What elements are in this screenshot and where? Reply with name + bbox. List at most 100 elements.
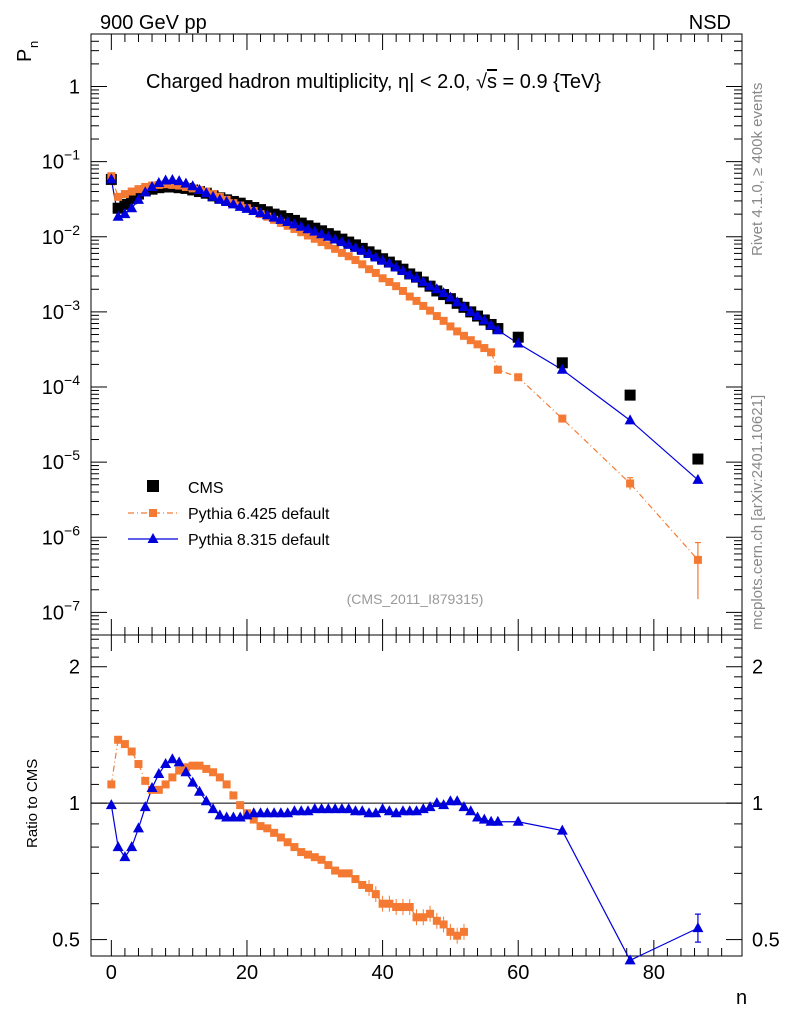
point-pythia6 [378, 274, 387, 283]
ratio-point-pythia6 [134, 760, 143, 769]
point-pythia6 [626, 479, 635, 488]
ratio-point-pythia6 [215, 773, 224, 782]
y-tick-label: 10−2 [42, 222, 80, 249]
ratio-point-pythia8 [173, 756, 185, 767]
point-cms [112, 202, 124, 214]
ratio-point-pythia8 [180, 766, 192, 777]
point-pythia8 [424, 280, 436, 291]
ratio-point-pythia6 [195, 761, 204, 770]
point-pythia6 [385, 277, 394, 286]
ratio-point-pythia8 [458, 801, 470, 812]
ratio-point-pythia6 [453, 931, 462, 940]
ratio-point-pythia6 [175, 766, 184, 775]
point-pythia8 [512, 337, 524, 348]
ratio-point-pythia6 [283, 838, 292, 847]
point-pythia8 [451, 296, 463, 307]
point-pythia6 [290, 224, 299, 233]
ratio-point-pythia6 [270, 828, 279, 837]
point-pythia8 [624, 414, 636, 425]
point-cms [512, 331, 524, 343]
point-pythia8 [255, 207, 267, 218]
x-tick-label: 60 [507, 962, 529, 984]
ratio-point-pythia6 [459, 927, 468, 936]
ratio-point-pythia6 [263, 824, 272, 833]
ratio-point-pythia6 [426, 909, 435, 918]
point-pythia6 [558, 414, 567, 423]
ratio-point-pythia6 [290, 843, 299, 852]
ratio-point-pythia6 [324, 861, 333, 870]
ratio-point-pythia8 [139, 801, 151, 812]
y-tick-label: 10−5 [42, 447, 80, 474]
ratio-point-pythia6 [385, 899, 394, 908]
y-tick-label: 10−1 [42, 147, 80, 174]
point-pythia6 [371, 268, 380, 277]
point-pythia8 [329, 233, 341, 244]
point-pythia8 [105, 173, 117, 184]
ratio-point-pythia8 [214, 809, 226, 820]
point-pythia8 [241, 202, 253, 213]
point-pythia8 [200, 187, 212, 198]
point-pythia8 [112, 210, 124, 221]
ratio-point-pythia8 [207, 803, 219, 814]
ratio-point-pythia6 [446, 927, 455, 936]
ratio-point-pythia8 [356, 805, 368, 816]
ratio-y-tick-label-right: 2 [752, 657, 763, 679]
point-pythia8 [390, 261, 402, 272]
point-pythia6 [317, 238, 326, 247]
y-tick-label: 1 [69, 77, 80, 99]
point-pythia8 [309, 225, 321, 236]
ratio-point-pythia8 [370, 807, 382, 818]
y-tick-label: 10−4 [42, 372, 80, 399]
point-pythia6 [365, 265, 374, 274]
x-tick-label: 20 [236, 962, 258, 984]
ratio-point-pythia6 [304, 850, 312, 859]
ratio-plot-frame [90, 634, 743, 957]
point-pythia8 [207, 190, 219, 201]
legend-item-pythia6: Pythia 6.425 default [128, 506, 330, 523]
ratio-point-pythia6 [344, 869, 353, 878]
point-pythia6 [134, 185, 143, 194]
point-pythia6 [405, 292, 414, 301]
ratio-point-pythia6 [276, 833, 285, 842]
ratio-point-pythia6 [141, 776, 150, 785]
point-pythia6 [351, 256, 360, 265]
point-pythia6 [473, 340, 482, 349]
legend-marker-pythia8 [147, 533, 159, 543]
point-pythia6 [304, 231, 312, 240]
ratio-point-pythia8 [160, 758, 172, 769]
point-pythia8 [556, 363, 568, 374]
point-pythia8 [295, 220, 307, 231]
svg-text:P: P [14, 49, 36, 62]
point-pythia6 [693, 555, 702, 564]
y-tick-label: 10−3 [42, 297, 80, 324]
point-pythia6 [127, 187, 136, 196]
point-cms [556, 357, 568, 369]
point-pythia6 [493, 365, 502, 374]
ratio-point-pythia6 [202, 764, 211, 773]
point-cms [119, 198, 131, 210]
point-pythia8 [282, 216, 294, 227]
point-pythia8 [275, 213, 287, 224]
point-pythia8 [234, 200, 246, 211]
mcplots-label: mcplots.cern.ch [arXiv:2401.10621] [749, 395, 766, 630]
ratio-y-tick-label: 0.5 [52, 930, 80, 952]
point-pythia8 [363, 247, 375, 258]
point-pythia6 [344, 252, 353, 261]
point-pythia8 [316, 228, 328, 239]
analysis-tag: (CMS_2011_I879315) [347, 591, 484, 607]
ratio-point-pythia8 [692, 922, 704, 933]
svg-text:CMS: CMS [188, 480, 224, 497]
point-pythia6 [514, 373, 523, 382]
point-pythia8 [472, 310, 484, 321]
point-pythia8 [343, 238, 355, 249]
point-cms [692, 453, 704, 465]
point-cms [624, 389, 636, 401]
ratio-point-pythia6 [331, 866, 340, 875]
ratio-point-pythia6 [412, 913, 421, 922]
ratio-point-pythia8 [624, 954, 636, 965]
ratio-point-pythia6 [419, 913, 428, 922]
ratio-point-pythia8 [492, 815, 504, 826]
ratio-point-pythia8 [194, 785, 205, 796]
ratio-point-pythia6 [120, 740, 129, 749]
